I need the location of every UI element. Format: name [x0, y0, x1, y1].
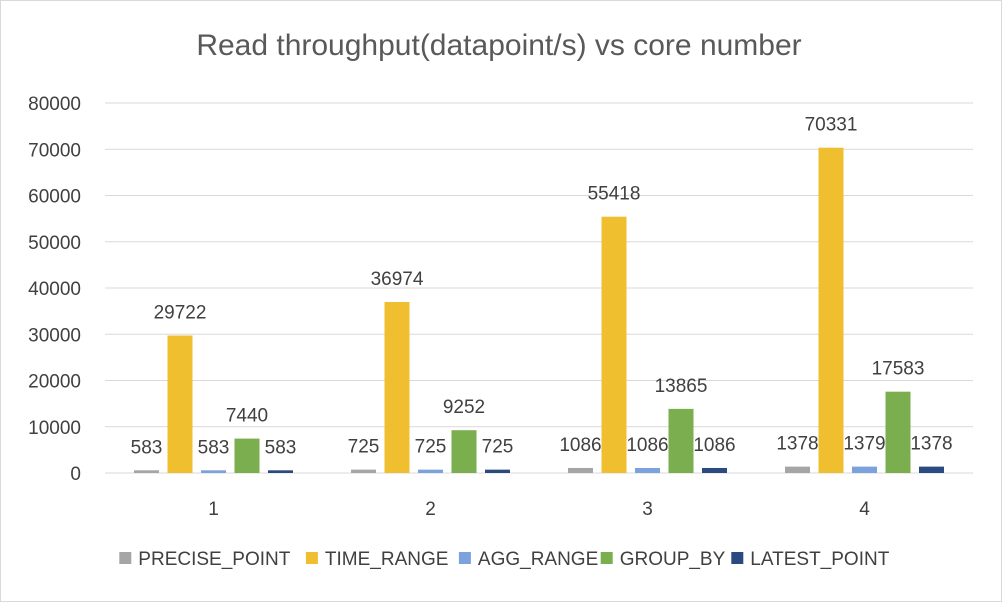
data-label: 583 [131, 437, 163, 458]
y-tick-label: 20000 [28, 372, 81, 393]
data-label: 1086 [693, 435, 735, 456]
data-label: 36974 [371, 269, 424, 290]
x-axis: 1 2 3 4 [208, 499, 870, 520]
x-tick-label: 2 [425, 499, 436, 520]
data-label: 1379 [843, 434, 885, 455]
y-tick-label: 50000 [28, 233, 81, 254]
bar [919, 466, 944, 473]
y-tick-label: 30000 [28, 325, 81, 346]
bar [668, 408, 694, 473]
bar [167, 335, 193, 473]
bar [885, 391, 911, 473]
data-label: 725 [348, 437, 380, 458]
bar [268, 470, 293, 473]
y-tick-label: 10000 [28, 418, 81, 439]
bar [785, 466, 810, 473]
bar [702, 467, 727, 473]
bar [485, 469, 510, 473]
bar [601, 216, 627, 473]
data-label: 725 [482, 437, 514, 458]
legend-label: TIME_RANGE [325, 549, 449, 570]
data-label: 9252 [443, 397, 485, 418]
x-tick-label: 1 [208, 499, 219, 520]
legend-label: LATEST_POINT [750, 549, 889, 570]
data-label: 1378 [776, 434, 818, 455]
data-label: 17583 [872, 359, 925, 380]
bar [635, 467, 660, 473]
bar [351, 469, 376, 473]
chart-title: Read throughput(datapoint/s) vs core num… [196, 29, 801, 62]
bar [201, 470, 226, 473]
legend: PRECISE_POINT TIME_RANGE AGG_RANGE GROUP_BY… [119, 549, 890, 570]
legend-swatch [305, 552, 318, 564]
data-label: 1086 [559, 435, 601, 456]
legend-label: PRECISE_POINT [138, 549, 290, 570]
legend-swatch [119, 552, 132, 564]
legend-label: AGG_RANGE [478, 549, 598, 570]
legend-item: GROUP_BY [600, 549, 726, 570]
bar [234, 438, 260, 473]
bar [418, 469, 443, 473]
data-label: 1378 [910, 434, 952, 455]
legend-item: LATEST_POINT [731, 549, 890, 570]
legend-item: TIME_RANGE [305, 549, 449, 570]
bar [134, 470, 159, 473]
y-tick-label: 70000 [28, 140, 81, 161]
legend-item: AGG_RANGE [458, 549, 598, 570]
legend-item: PRECISE_POINT [119, 549, 291, 570]
y-tick-label: 60000 [28, 187, 81, 208]
data-label: 725 [415, 437, 447, 458]
bar [384, 301, 410, 473]
x-tick-label: 3 [642, 499, 653, 520]
legend-swatch [458, 552, 471, 564]
data-label: 583 [265, 437, 297, 458]
data-label: 13865 [655, 376, 708, 397]
gridlines [105, 102, 973, 474]
bar [451, 430, 477, 473]
bar [568, 467, 593, 473]
legend-swatch [600, 552, 613, 564]
y-axis: 0 10000 20000 30000 40000 50000 60000 70000 8000… [28, 94, 81, 485]
bar [852, 466, 877, 473]
bar [818, 147, 844, 474]
y-tick-label: 80000 [28, 94, 81, 115]
data-label: 7440 [226, 406, 268, 427]
data-label: 70331 [805, 115, 858, 136]
data-labels: 583 29722 583 7440 583 725 36974 725 9252 725 1086… [131, 115, 953, 459]
data-label: 1086 [626, 435, 668, 456]
legend-swatch [731, 552, 744, 564]
legend-label: GROUP_BY [620, 549, 726, 570]
data-label: 55418 [588, 184, 641, 205]
data-label: 583 [198, 437, 230, 458]
data-label: 29722 [154, 303, 207, 324]
y-tick-label: 40000 [28, 279, 81, 300]
y-tick-label: 0 [70, 464, 81, 485]
x-tick-label: 4 [859, 499, 870, 520]
bars [134, 147, 944, 474]
